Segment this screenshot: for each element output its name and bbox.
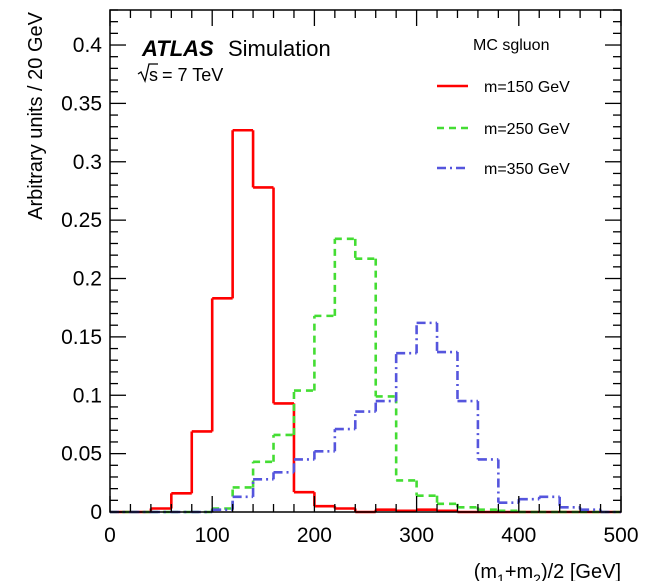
series-3 — [110, 321, 621, 514]
energy-value: = 7 TeV — [157, 65, 223, 85]
legend-title: MC sgluon — [473, 37, 549, 54]
y-axis-title: Arbitrary units / 20 GeV — [25, 11, 47, 220]
atlas-label: ATLAS Simulation s = 7 TeV — [137, 36, 331, 85]
series-2 — [110, 237, 621, 514]
y-tick-label: 0.15 — [61, 326, 102, 349]
y-tick-label: 0.3 — [73, 151, 102, 174]
experiment-label: ATLAS — [141, 36, 214, 61]
x-tick-label: 400 — [501, 524, 536, 547]
plot-frame — [109, 9, 622, 513]
legend-label: m=250 GeV — [484, 121, 570, 138]
simulation-label: Simulation — [228, 36, 331, 61]
axis-ticks — [109, 9, 622, 513]
y-tick-label: 0.05 — [61, 443, 102, 466]
series-1 — [110, 128, 621, 514]
legend: MC sgluon m=150 GeV m=250 GeV m=350 GeV — [437, 37, 570, 178]
x-axis-title: (m1+m2)/2 [GeV] — [474, 561, 621, 581]
x-tick-label: 200 — [297, 524, 332, 547]
x-axis-title-part: (m — [474, 561, 497, 581]
x-tick-label: 500 — [603, 524, 638, 547]
x-axis-title-part: 1 — [497, 571, 505, 581]
legend-label: m=150 GeV — [484, 79, 570, 96]
sqrt-sign-icon — [137, 63, 158, 84]
y-tick-label: 0.1 — [73, 384, 102, 407]
y-tick-label: 0.4 — [73, 34, 103, 57]
x-axis-title-part: +m — [505, 561, 533, 581]
y-tick-label: 0.35 — [61, 92, 102, 115]
x-axis-title-part: )/2 [GeV] — [541, 561, 621, 581]
x-tick-label: 300 — [399, 524, 434, 547]
axis-tick-labels: 0 100 200 300 400 500 0 0.05 0.1 0.15 0.2 0.25 0.3 0.… — [61, 34, 638, 547]
x-tick-label: 0 — [104, 524, 116, 547]
x-tick-label: 100 — [195, 524, 230, 547]
y-tick-label: 0 — [90, 501, 102, 524]
x-axis-title-part: 2 — [533, 571, 541, 581]
y-tick-label: 0.2 — [73, 268, 102, 291]
series-layer — [110, 128, 621, 514]
y-tick-label: 0.25 — [61, 209, 102, 232]
energy-s: s — [149, 65, 158, 85]
legend-label: m=350 GeV — [484, 161, 570, 178]
